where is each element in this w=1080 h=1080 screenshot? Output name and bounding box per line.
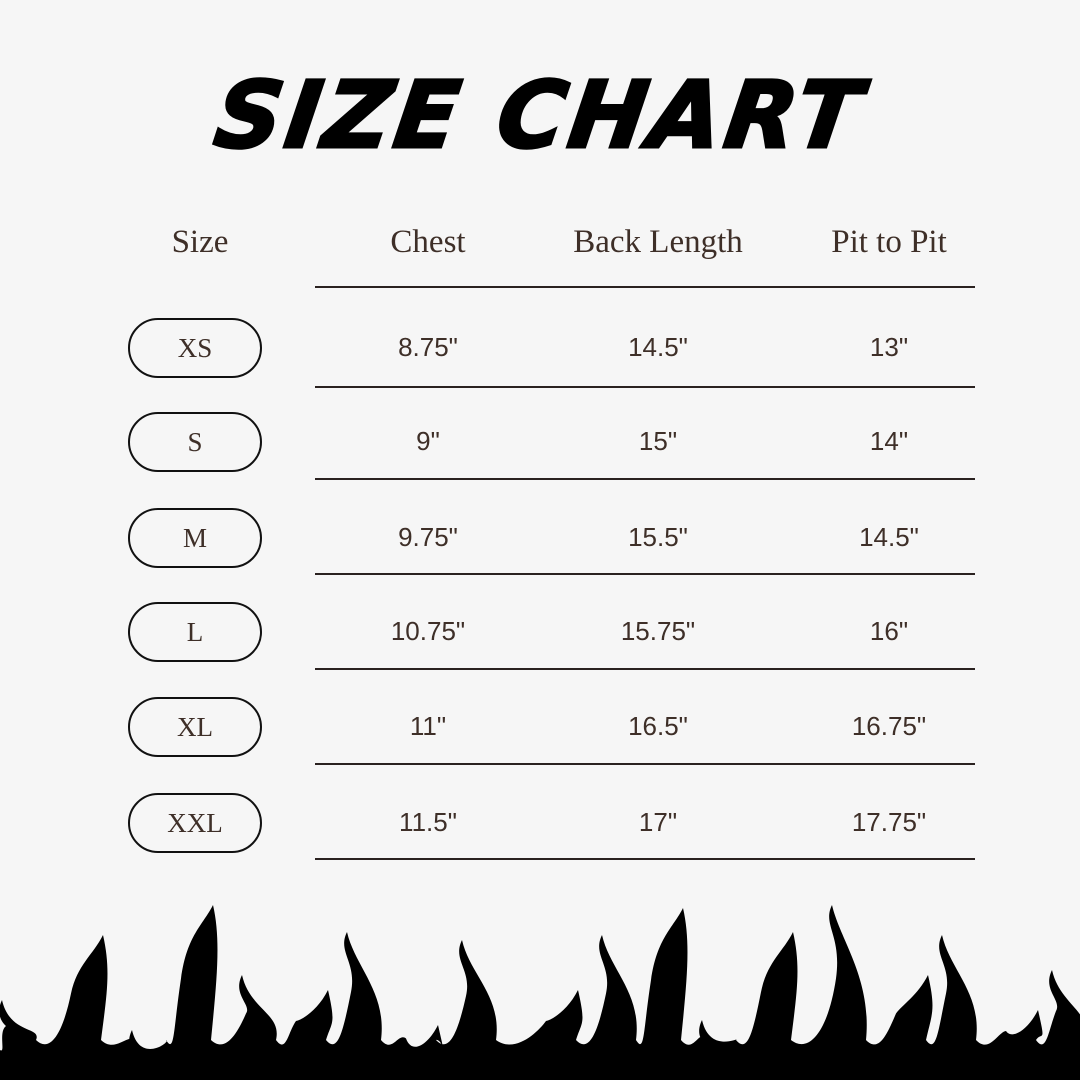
cell-chest: 10.75": [390, 616, 466, 646]
page-title: SIZE CHART: [207, 61, 872, 171]
size-badge: XXL: [128, 793, 262, 853]
header-size: Size: [171, 224, 229, 260]
row-divider: [315, 858, 975, 860]
size-badge: S: [128, 412, 262, 472]
size-badge: XL: [128, 697, 262, 757]
row-divider: [315, 286, 975, 288]
row-divider: [315, 763, 975, 765]
size-badge: L: [128, 602, 262, 662]
size-badge: XS: [128, 318, 262, 378]
cell-pit-to-pit: 16": [869, 616, 909, 646]
cell-back-length: 16.5": [628, 711, 688, 741]
cell-back-length: 14.5": [628, 332, 688, 362]
flames-shape: [0, 905, 1080, 1080]
cell-chest: 9.75": [398, 522, 458, 552]
row-divider: [315, 573, 975, 575]
row-divider: [315, 386, 975, 388]
size-badge: M: [128, 508, 262, 568]
cell-back-length: 15.75": [620, 616, 696, 646]
cell-chest: 11.5": [399, 807, 457, 837]
row-divider: [315, 478, 975, 480]
header-chest: Chest: [390, 224, 466, 260]
header-pit-to-pit: Pit to Pit: [831, 224, 947, 260]
cell-back-length: 17": [638, 807, 678, 837]
cell-chest: 9": [416, 426, 440, 456]
cell-pit-to-pit: 14": [869, 426, 909, 456]
header-back-length: Back Length: [573, 224, 743, 260]
cell-back-length: 15.5": [628, 522, 688, 552]
cell-chest: 11": [409, 711, 447, 741]
cell-pit-to-pit: 13": [869, 332, 909, 362]
cell-pit-to-pit: 16.75": [851, 711, 927, 741]
cell-pit-to-pit: 14.5": [859, 522, 919, 552]
cell-pit-to-pit: 17.75": [851, 807, 927, 837]
cell-back-length: 15": [638, 426, 678, 456]
cell-chest: 8.75": [398, 332, 458, 362]
flames-decoration: [0, 905, 1080, 1080]
row-divider: [315, 668, 975, 670]
